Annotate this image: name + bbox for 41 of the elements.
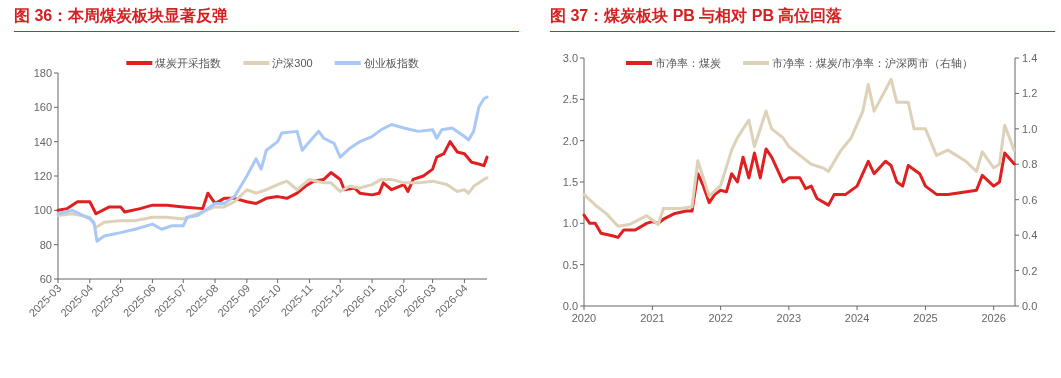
legend-label: 市净率：煤炭/市净率：沪深两市（右轴） bbox=[771, 57, 974, 69]
y-tick-label: 60 bbox=[39, 273, 52, 285]
line-series bbox=[56, 95, 489, 243]
x-tick-label: 2020 bbox=[571, 312, 597, 324]
y2-tick-label: 0.4 bbox=[1022, 229, 1038, 242]
y2-tick-label: 1.0 bbox=[1022, 122, 1038, 135]
y-tick-label: 1.0 bbox=[562, 217, 578, 230]
y2-tick-label: 0.2 bbox=[1022, 264, 1038, 277]
chart-title: 图 36：本周煤炭板块显著反弹 bbox=[14, 6, 519, 32]
line-series bbox=[582, 147, 1016, 239]
y2-tick-label: 0.6 bbox=[1022, 193, 1038, 206]
y-tick-label: 160 bbox=[33, 101, 52, 114]
y-tick-label: 180 bbox=[33, 67, 52, 79]
y-tick-label: 120 bbox=[33, 170, 52, 182]
y-tick-label: 100 bbox=[33, 204, 52, 217]
y-tick-label: 2.0 bbox=[562, 134, 578, 147]
y2-tick-label: 1.2 bbox=[1022, 87, 1038, 100]
y2-tick-label: 1.4 bbox=[1022, 52, 1038, 64]
line-series bbox=[56, 140, 489, 216]
x-tick-label: 2023 bbox=[776, 312, 802, 324]
x-tick-label: 2021 bbox=[640, 312, 665, 324]
y2-tick-label: 0.0 bbox=[1022, 300, 1038, 312]
legend-label: 沪深300 bbox=[272, 57, 313, 69]
legend-label: 市净率：煤炭 bbox=[654, 57, 721, 69]
y-tick-label: 1.5 bbox=[562, 176, 578, 188]
y-tick-label: 0.0 bbox=[562, 300, 578, 312]
x-tick-label: 2025 bbox=[913, 312, 938, 324]
legend-label: 创业板指数 bbox=[363, 57, 419, 69]
line-series bbox=[582, 77, 1016, 228]
y-tick-label: 140 bbox=[33, 135, 52, 148]
y-tick-label: 2.5 bbox=[562, 93, 578, 106]
y2-tick-label: 0.8 bbox=[1022, 158, 1038, 171]
y-tick-label: 0.5 bbox=[562, 258, 578, 271]
y-tick-label: 80 bbox=[39, 238, 52, 251]
chart-title: 图 37：煤炭板块 PB 与相对 PB 高位回落 bbox=[550, 6, 1055, 32]
x-tick-label: 2026 bbox=[981, 312, 1006, 324]
legend-label: 煤炭开采指数 bbox=[155, 57, 222, 69]
line-series bbox=[56, 176, 489, 229]
x-tick-label: 2024 bbox=[844, 312, 870, 324]
y-tick-label: 3.0 bbox=[562, 52, 578, 64]
x-tick-label: 2022 bbox=[708, 312, 733, 324]
